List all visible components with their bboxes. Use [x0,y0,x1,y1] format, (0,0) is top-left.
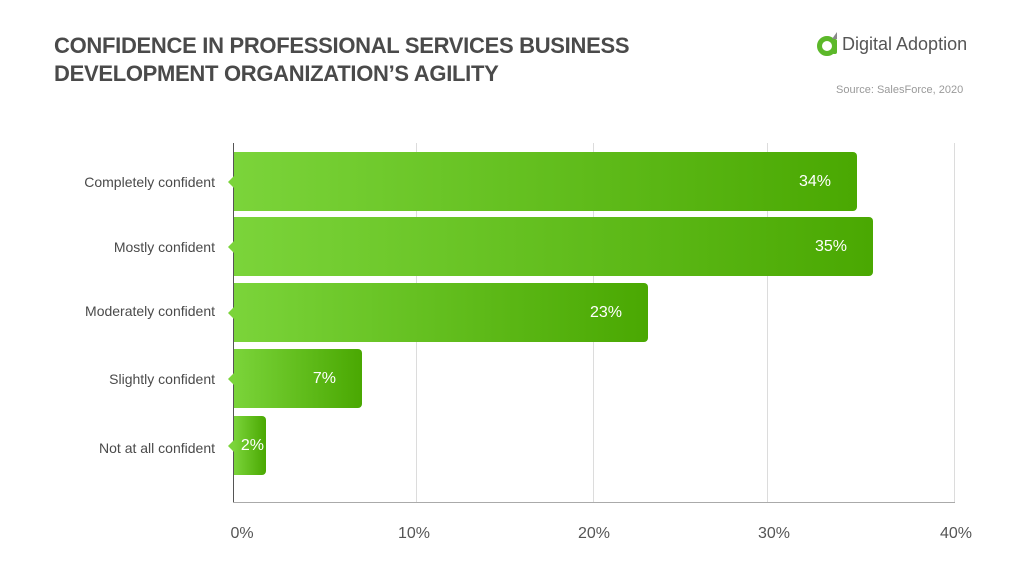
bar-moderately-confident: 23% [228,283,648,342]
bar-value: 23% [589,303,622,321]
category-label: Slightly confident [109,370,215,387]
x-tick-label: 0% [230,525,254,542]
bar-slightly-confident: 7% [228,349,362,408]
bar-value: 34% [798,172,831,190]
x-axis-line [233,502,955,503]
bar-pointer [228,306,234,319]
bar-completely-confident: 34% [228,152,857,211]
logo-text: Digital Adoption [842,33,968,54]
plot-area: 34% 35% 23% 7% 2% [228,143,955,503]
brand-logo: Digital Adoption [817,31,967,57]
bar-pointer [228,372,234,385]
category-label: Completely confident [84,173,215,190]
gridline-40 [954,143,955,503]
bar-not-at-all-confident: 2% [228,416,266,475]
source-note: Source: SalesForce, 2020 [836,84,964,96]
chart-title-line-1: CONFIDENCE IN PROFESSIONAL SERVICES BUSI… [54,33,630,58]
category-label: Moderately confident [85,302,215,319]
category-label: Mostly confident [113,238,215,255]
category-label: Not at all confident [99,439,215,456]
gridline-30 [767,143,768,503]
bar-mostly-confident: 35% [228,217,873,276]
bar-value: 2% [240,436,264,454]
bar-value: 35% [814,237,847,255]
digital-adoption-logo-icon [817,31,839,57]
bar-pointer [228,240,234,253]
x-tick-label: 30% [757,525,791,542]
x-tick-label: 40% [939,525,973,542]
x-tick-label: 10% [397,525,431,542]
x-tick-label: 20% [577,525,611,542]
chart-title: CONFIDENCE IN PROFESSIONAL SERVICES BUSI… [54,32,754,88]
bar-pointer [228,175,234,188]
bar-pointer [228,439,234,452]
chart-title-line-2: DEVELOPMENT ORGANIZATION’S AGILITY [54,61,499,86]
y-axis-line [233,143,234,503]
bar-value: 7% [312,369,336,387]
